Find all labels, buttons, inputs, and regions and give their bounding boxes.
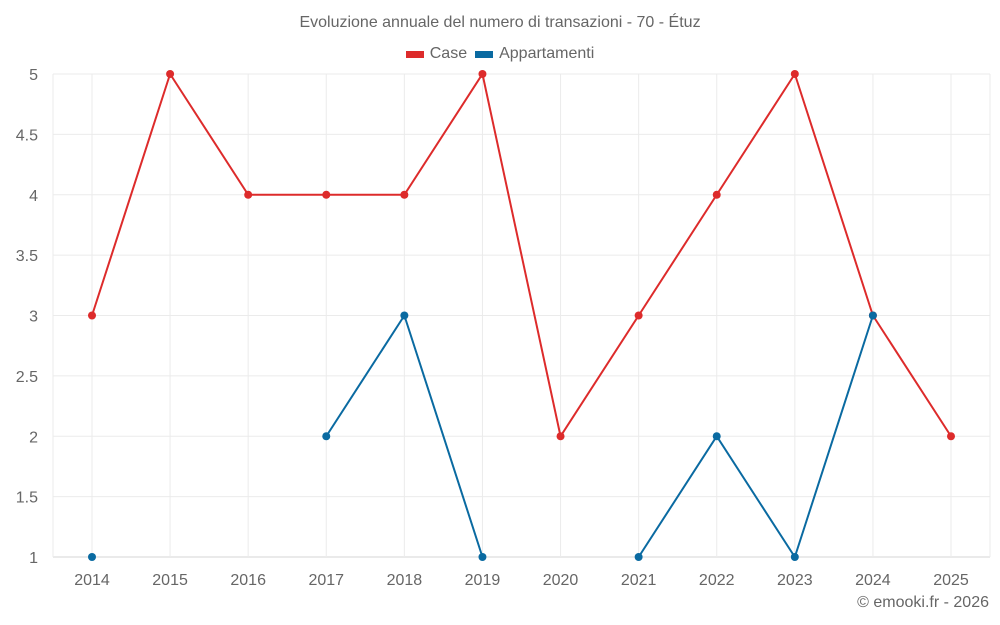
x-tick-label: 2020 [543, 572, 579, 589]
y-tick-label: 3.5 [16, 248, 38, 265]
data-point-case [478, 70, 487, 78]
data-point-case [790, 70, 799, 78]
x-tick-label: 2019 [465, 572, 501, 589]
series-line-case [91, 71, 952, 439]
x-tick-label: 2014 [74, 572, 110, 589]
x-tick-label: 2024 [855, 572, 891, 589]
series-line-appartamenti [637, 315, 874, 560]
y-tick-label: 2 [29, 429, 38, 446]
data-point-appartamenti [868, 311, 877, 320]
legend-label-appartamenti: Appartamenti [499, 45, 595, 62]
data-point-appartamenti [634, 553, 643, 561]
data-point-case [712, 190, 721, 199]
data-point-appartamenti [790, 553, 799, 561]
data-point-case [166, 70, 175, 78]
legend-swatch-case [405, 50, 424, 58]
y-tick-label: 5 [29, 67, 38, 84]
data-point-appartamenti [322, 432, 331, 441]
data-point-appartamenti [712, 432, 721, 441]
x-tick-label: 2022 [699, 572, 735, 589]
y-tick-label: 1.5 [16, 490, 38, 507]
x-tick-label: 2021 [621, 572, 657, 589]
legend-item-appartamenti[interactable]: Appartamenti [475, 45, 594, 63]
y-tick-label: 2.5 [16, 369, 38, 386]
x-tick-label: 2025 [933, 572, 969, 589]
x-tick-label: 2016 [230, 572, 266, 589]
data-point-appartamenti [88, 553, 96, 561]
data-point-case [556, 432, 565, 441]
data-point-appartamenti [400, 311, 409, 320]
data-point-case [88, 311, 96, 320]
credit-text: © emooki.fr - 2026 [857, 594, 989, 611]
legend: Case Appartamenti [0, 45, 1000, 63]
legend-item-case[interactable]: Case [405, 45, 468, 63]
x-tick-label: 2015 [152, 572, 188, 589]
chart-title: Evoluzione annuale del numero di transaz… [299, 14, 701, 31]
data-point-case [244, 190, 253, 199]
y-tick-label: 3 [29, 309, 38, 326]
data-point-case [634, 311, 643, 320]
data-point-appartamenti [478, 553, 487, 561]
data-point-case [947, 432, 955, 441]
data-point-case [400, 190, 409, 199]
x-tick-label: 2018 [387, 572, 423, 589]
x-tick-label: 2017 [308, 572, 344, 589]
data-point-case [322, 190, 331, 199]
x-tick-label: 2023 [777, 572, 813, 589]
y-tick-label: 4.5 [16, 127, 38, 144]
legend-swatch-appartamenti [475, 50, 494, 58]
y-tick-label: 1 [29, 550, 38, 567]
legend-label-case: Case [429, 45, 468, 62]
y-tick-label: 4 [29, 188, 38, 205]
